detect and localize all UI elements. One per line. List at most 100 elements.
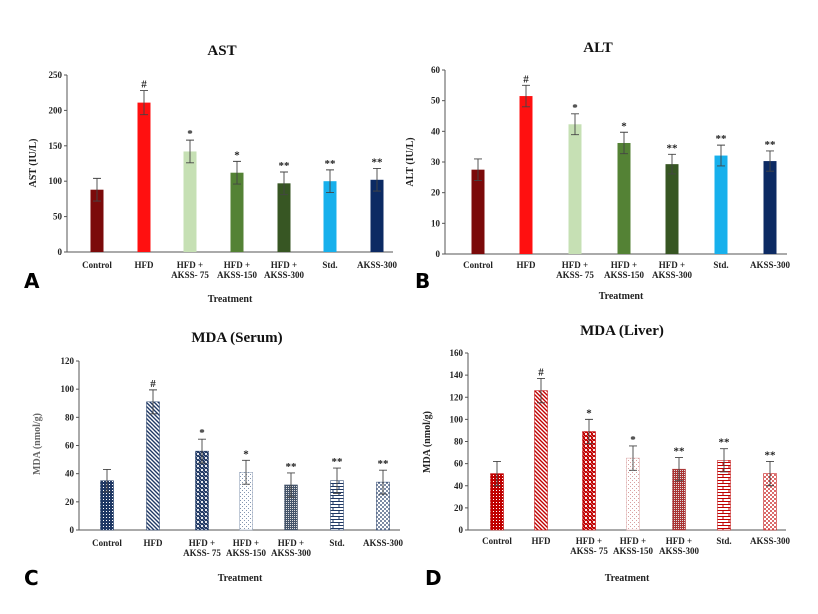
significance-marker: # [523,73,529,85]
significance-marker: ** [765,449,777,461]
y-tick-label: 50 [431,96,441,106]
significance-marker: * [199,427,205,439]
y-tick-label: 40 [65,469,75,479]
y-tick-label: 200 [49,105,63,115]
error-bar [522,84,530,108]
y-tick-label: 100 [61,384,75,394]
x-tick-label: Std. [329,538,344,548]
bar [90,189,104,252]
error-bar [198,438,206,464]
y-tick-label: 250 [49,70,63,80]
error-bar [103,468,111,493]
y-tick-label: 30 [431,157,441,167]
x-tick-label: HFD + [562,260,588,270]
error-bar [571,113,579,136]
x-tick-label: HFD + [611,260,637,270]
y-axis-label: MDA (nmol/g) [32,413,43,475]
y-tick-label: 100 [450,414,464,424]
y-tick-label: 50 [53,212,63,222]
error-bar [585,418,593,445]
significance-marker: ** [325,158,337,170]
y-tick-label: 120 [450,392,464,402]
bar [519,96,533,254]
x-axis-label: Treatment [599,291,644,302]
y-tick-label: 160 [450,348,464,358]
chart-title: MDA (Serum) [191,330,282,346]
significance-marker: ** [716,133,728,145]
x-tick-label: Control [82,260,112,270]
significance-marker: ** [332,456,344,468]
error-bar [149,389,157,415]
error-bar [140,90,148,116]
x-tick-label: AKSS-300 [750,536,791,546]
panel-b: ALT 0 10 20 30 40 50 60 ALT (IU/L) Treatment B Cont… [405,40,791,302]
significance-marker: ** [719,437,731,449]
bar [617,142,631,254]
error-bar [720,448,728,473]
x-tick-label: AKSS-300 [357,260,398,270]
x-tick-label: HFD + [666,536,692,546]
bar [534,390,548,531]
significance-marker: * [621,120,627,132]
error-bar [629,445,637,471]
panel-letter: B [415,269,430,293]
y-tick-label: 0 [58,247,63,257]
x-tick-label: AKSS-150 [613,546,654,556]
error-bar [373,168,381,192]
y-tick-label: 0 [459,525,464,535]
x-tick-label: HFD + [659,260,685,270]
error-bar [493,460,501,487]
error-bar [537,377,545,404]
error-bar [280,171,288,196]
x-tick-label: HFD + [576,536,602,546]
y-tick-label: 140 [450,370,464,380]
bar [323,181,337,252]
panel-letter: A [24,269,40,293]
y-tick-label: 100 [49,176,63,186]
x-tick-label: AKSS-300 [363,538,404,548]
x-tick-label: HFD + [278,538,304,548]
x-tick-label: Std. [716,536,731,546]
y-tick-label: 80 [454,437,464,447]
bar [370,179,384,252]
panel-d: MDA (Liver) 0 20 40 60 80 100 120 140 160 MDA (nmo… [422,323,791,590]
x-tick-label: AKSS-150 [604,270,645,280]
x-tick-label: HFD + [224,260,250,270]
significance-marker: * [187,128,193,140]
error-bar [668,153,676,175]
panel-a: AST 0 50 100 150 200 250 AST (IU/L) Treatment A Co… [24,43,398,305]
y-tick-label: 0 [70,525,75,535]
significance-marker: ** [279,160,291,172]
x-tick-label: AKSS-300 [652,270,693,280]
x-tick-label: HFD + [177,260,203,270]
chart-title: ALT [583,40,612,56]
x-tick-label: Std. [713,260,728,270]
bar [665,164,679,254]
significance-marker: ** [372,156,384,168]
bar [230,172,244,252]
x-tick-label: AKSS- 75 [183,548,221,558]
significance-marker: # [141,79,147,91]
x-tick-label: AKSS-300 [750,260,791,270]
significance-marker: * [586,407,592,419]
significance-marker: ** [765,139,777,151]
bar [568,124,582,254]
x-tick-label: HFD + [189,538,215,548]
x-tick-label: Control [463,260,493,270]
y-tick-label: 60 [65,441,75,451]
panel-letter: D [425,566,442,590]
error-bar [186,139,194,164]
y-tick-label: 40 [431,126,441,136]
x-tick-label: AKSS-150 [217,270,258,280]
y-tick-label: 20 [454,503,464,513]
bar [183,151,197,252]
y-tick-label: 20 [65,497,75,507]
significance-marker: * [234,149,240,161]
x-tick-label: AKSS-150 [226,548,267,558]
y-axis-label: MDA (nmol/g) [422,411,433,473]
x-tick-label: AKSS- 75 [570,546,608,556]
error-bar [766,460,774,487]
bar [146,401,160,531]
error-bar [93,177,101,202]
